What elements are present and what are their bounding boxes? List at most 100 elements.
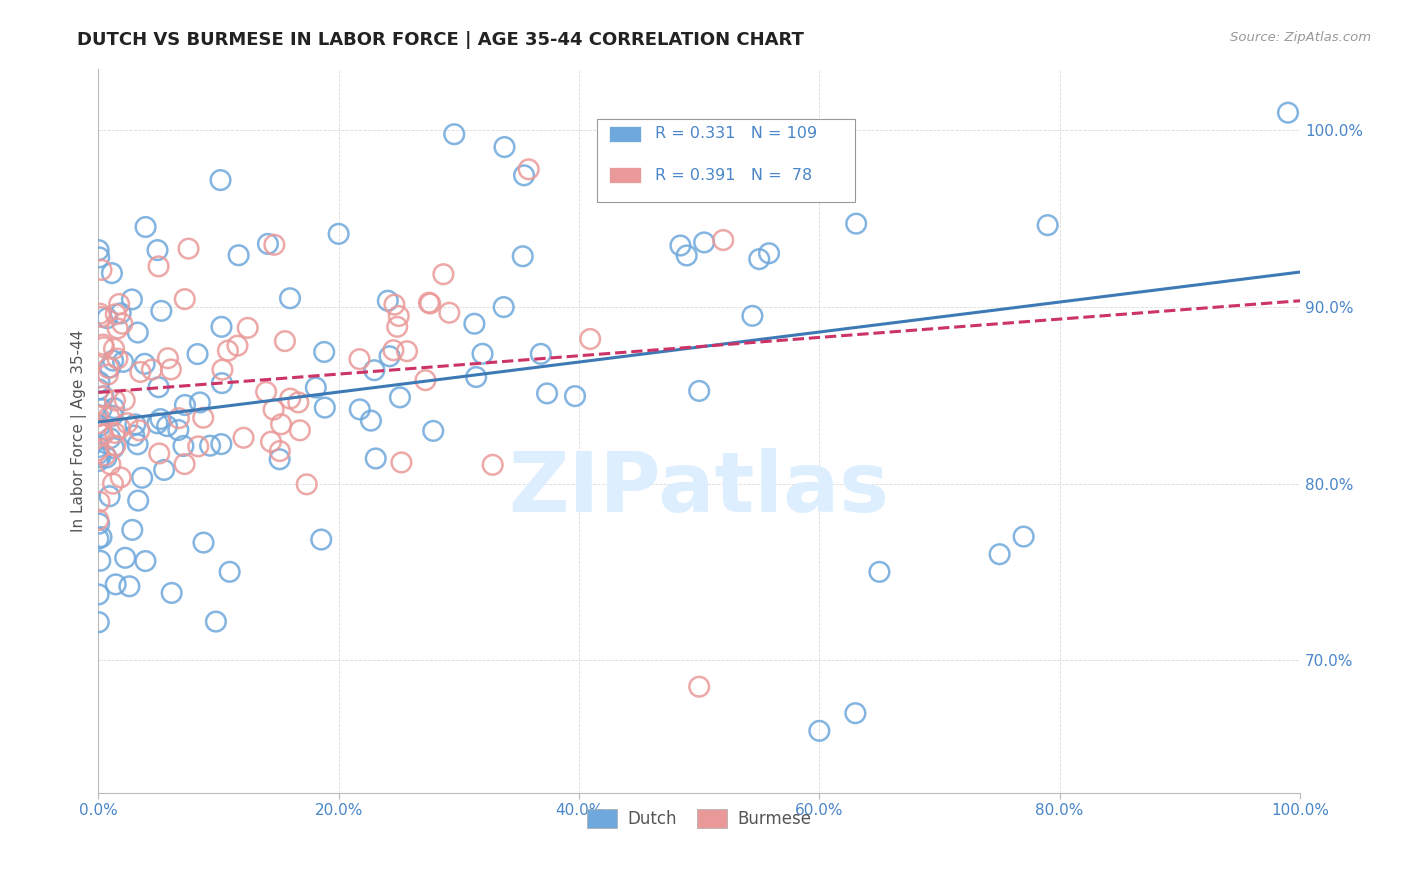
Point bbox=[167, 423, 190, 437]
Point bbox=[465, 370, 488, 384]
Point bbox=[107, 351, 129, 366]
Point bbox=[263, 402, 285, 417]
Point bbox=[90, 310, 112, 324]
Point bbox=[845, 217, 868, 231]
Point bbox=[100, 458, 122, 472]
Point bbox=[278, 291, 301, 305]
Point bbox=[388, 390, 411, 404]
Point bbox=[232, 431, 254, 445]
Point bbox=[209, 173, 232, 187]
Point bbox=[512, 249, 534, 263]
Point bbox=[377, 293, 399, 308]
Point bbox=[128, 423, 150, 437]
Point bbox=[87, 383, 110, 397]
Point bbox=[89, 450, 111, 465]
Point bbox=[481, 458, 503, 472]
Point bbox=[236, 321, 259, 335]
Point bbox=[101, 266, 124, 280]
Text: ZIPatlas: ZIPatlas bbox=[509, 448, 890, 529]
Point bbox=[90, 402, 112, 417]
Point bbox=[844, 706, 866, 721]
Point bbox=[148, 380, 170, 394]
Point bbox=[193, 535, 215, 549]
Point bbox=[97, 360, 120, 375]
Point bbox=[101, 353, 124, 368]
Point bbox=[711, 233, 734, 247]
Point bbox=[211, 319, 233, 334]
Text: R = 0.391   N =  78: R = 0.391 N = 78 bbox=[655, 168, 813, 183]
Point bbox=[135, 219, 157, 234]
Point bbox=[87, 454, 110, 468]
Point bbox=[868, 565, 890, 579]
Point bbox=[89, 554, 111, 568]
Point bbox=[217, 343, 239, 358]
Point bbox=[103, 441, 125, 455]
Point bbox=[114, 550, 136, 565]
Point bbox=[314, 345, 336, 359]
Text: Source: ZipAtlas.com: Source: ZipAtlas.com bbox=[1230, 31, 1371, 45]
Point bbox=[363, 363, 385, 377]
Point bbox=[91, 390, 114, 404]
Point bbox=[121, 293, 143, 307]
Point bbox=[492, 300, 515, 314]
Point bbox=[96, 311, 118, 326]
Point bbox=[422, 424, 444, 438]
Point bbox=[415, 373, 437, 387]
Point bbox=[118, 579, 141, 593]
Point bbox=[91, 427, 114, 442]
Point bbox=[388, 309, 411, 323]
Point bbox=[103, 342, 125, 356]
Point bbox=[148, 446, 170, 460]
Point bbox=[378, 349, 401, 363]
Point bbox=[254, 384, 277, 399]
Point bbox=[148, 260, 170, 274]
Point bbox=[89, 251, 111, 265]
Point bbox=[98, 489, 121, 503]
Point bbox=[90, 530, 112, 544]
Point bbox=[274, 334, 297, 348]
Point bbox=[287, 395, 309, 409]
Point bbox=[90, 263, 112, 277]
Point bbox=[270, 417, 292, 432]
Point bbox=[87, 587, 110, 601]
Point bbox=[675, 248, 697, 262]
Point bbox=[173, 292, 195, 306]
Point bbox=[108, 421, 131, 435]
Point bbox=[360, 414, 382, 428]
Point bbox=[186, 347, 208, 361]
Point bbox=[564, 389, 586, 403]
Point bbox=[384, 298, 406, 312]
FancyBboxPatch shape bbox=[598, 120, 855, 202]
Point bbox=[748, 252, 770, 266]
Point bbox=[122, 428, 145, 442]
Point bbox=[741, 141, 763, 155]
Point bbox=[269, 452, 291, 467]
Point bbox=[688, 384, 710, 398]
Point bbox=[288, 423, 311, 437]
Point bbox=[269, 444, 291, 458]
Point bbox=[141, 362, 163, 376]
Point bbox=[108, 297, 131, 311]
Point bbox=[127, 437, 149, 451]
Point bbox=[87, 532, 110, 546]
Point bbox=[278, 392, 301, 406]
Point bbox=[104, 577, 127, 591]
Point bbox=[93, 340, 115, 354]
Point bbox=[131, 471, 153, 485]
Point bbox=[530, 347, 553, 361]
FancyBboxPatch shape bbox=[609, 126, 641, 142]
Point bbox=[263, 237, 285, 252]
Point bbox=[395, 344, 418, 359]
Point bbox=[364, 451, 387, 466]
Point bbox=[121, 523, 143, 537]
Point bbox=[112, 355, 135, 369]
Point bbox=[89, 418, 111, 433]
Point bbox=[295, 477, 318, 491]
Point bbox=[87, 440, 110, 454]
Point bbox=[579, 332, 602, 346]
Point bbox=[90, 422, 112, 436]
Point bbox=[314, 401, 336, 415]
Point bbox=[160, 362, 183, 376]
Point bbox=[1012, 530, 1035, 544]
FancyBboxPatch shape bbox=[609, 168, 641, 184]
